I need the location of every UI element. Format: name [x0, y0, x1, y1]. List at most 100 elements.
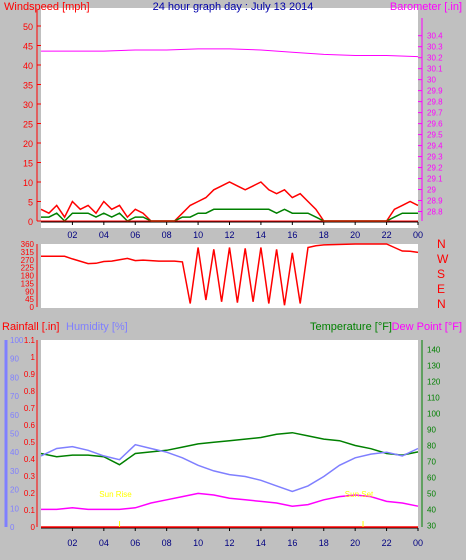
windspeed-tick-label: 10 [23, 178, 33, 188]
temperature-series-line [40, 431, 419, 466]
windspeed-tick-label: 30 [23, 100, 33, 110]
rainfall-tick-label: 0.2 [24, 489, 36, 498]
rainfall-tick-label: 1.1 [24, 336, 36, 345]
barometer-tick-label: 29.4 [427, 142, 443, 151]
rain-temp-x-tick-label: 00 [413, 538, 423, 548]
barometer-tick-label: 29.5 [427, 131, 443, 140]
temperature-tick-label: 100 [427, 410, 441, 419]
rainfall-tick-label: 0 [31, 523, 36, 532]
barometer-tick-label: 30.2 [427, 54, 443, 63]
direction-tick-label: 315 [21, 248, 35, 257]
direction-tick-label: 0 [30, 303, 35, 312]
barometer-tick-label: 30 [427, 76, 436, 85]
humidity-tick-label: 10 [10, 504, 19, 513]
rainfall-tick-label: 0.9 [24, 370, 36, 379]
direction-tick-label: 45 [25, 295, 34, 304]
barometer-tick-label: 29.8 [427, 98, 443, 107]
humidity-tick-label: 80 [10, 373, 19, 382]
wind-x-tick-label: 16 [287, 230, 297, 240]
barometer-tick-label: 29 [427, 186, 436, 195]
windspeed-tick-label: 25 [23, 120, 33, 130]
rainfall-tick-label: 0.3 [24, 472, 36, 481]
wind-x-tick-label: 14 [256, 230, 266, 240]
windspeed-y-axis: 0 5 10 15 20 25 30 35 40 45 50 [23, 10, 41, 227]
wind-x-tick-label: 00 [413, 230, 423, 240]
rain-temp-plot-area [41, 340, 418, 528]
rain-temp-x-axis: 02 04 06 08 10 12 14 16 18 20 22 00 [41, 527, 423, 548]
windspeed-tick-label: 50 [23, 22, 33, 32]
rain-temp-x-tick-label: 20 [350, 538, 360, 548]
rainfall-axis-title: Rainfall [.in] [2, 321, 59, 333]
humidity-tick-label: 0 [10, 523, 15, 532]
barometer-tick-label: 30.4 [427, 32, 443, 41]
wind-x-tick-label: 06 [130, 230, 140, 240]
temperature-tick-label: 60 [427, 473, 436, 482]
compass-label: S [437, 267, 445, 281]
windspeed-axis-title: Windspeed [mph] [4, 1, 90, 13]
rainfall-tick-label: 0.1 [24, 506, 36, 515]
rain-temp-x-tick-label: 12 [224, 538, 234, 548]
average-series-line [41, 208, 418, 223]
barometer-y-axis: 28.8 28.9 29 29.1 29.2 29.3 29.4 29.5 29.6 29.7 29… [418, 18, 443, 221]
barometer-tick-label: 29.3 [427, 153, 443, 162]
windspeed-tick-label: 35 [23, 81, 33, 91]
wind-x-tick-label: 18 [319, 230, 329, 240]
temperature-tick-label: 50 [427, 489, 436, 498]
temperature-tick-label: 130 [427, 362, 441, 371]
direction-series-line [41, 243, 419, 306]
barometer-series-line [41, 48, 419, 58]
compass-label: N [437, 237, 446, 251]
barometer-tick-label: 29.7 [427, 109, 443, 118]
humidity-tick-label: 100 [10, 336, 24, 345]
humidity-tick-label: 70 [10, 392, 19, 401]
temperature-tick-label: 80 [427, 441, 436, 450]
rainfall-tick-label: 0.4 [24, 455, 36, 464]
humidity-y-axis: 0 10 20 30 40 50 60 70 80 90 100 [4, 336, 24, 532]
wind-x-tick-label: 02 [67, 230, 77, 240]
temperature-y-axis: 30 40 50 60 70 80 90 100 110 120 130 140 [421, 340, 441, 530]
humidity-tick-label: 50 [10, 430, 19, 439]
humidity-tick-label: 40 [10, 448, 19, 457]
barometer-tick-label: 28.8 [427, 208, 443, 217]
rain-temp-x-tick-label: 10 [193, 538, 203, 548]
barometer-tick-label: 29.2 [427, 164, 443, 173]
compass-label: E [437, 282, 445, 296]
windspeed-tick-label: 45 [23, 42, 33, 52]
direction-plot-area [41, 244, 418, 308]
barometer-tick-label: 29.9 [427, 87, 443, 96]
direction-tick-label: 225 [21, 264, 35, 273]
direction-series-group [41, 243, 419, 306]
barometer-tick-label: 29.1 [427, 175, 443, 184]
wind-x-tick-label: 22 [382, 230, 392, 240]
gust-series-line [40, 181, 419, 222]
sun-annotations: Sun Rise Sun Set [99, 490, 374, 527]
rain-temp-x-tick-label: 08 [162, 538, 172, 548]
windspeed-tick-label: 20 [23, 139, 33, 149]
barometer-axis-title: Barometer [.in] [390, 1, 462, 13]
rain-temp-x-tick-label: 14 [256, 538, 266, 548]
direction-tick-label: 270 [21, 256, 35, 265]
barometer-tick-label: 30.3 [427, 43, 443, 52]
rainfall-tick-label: 0.5 [24, 438, 36, 447]
windspeed-tick-label: 40 [23, 61, 33, 71]
humidity-axis-title: Humidity [%] [66, 321, 128, 333]
compass-label: W [437, 252, 449, 266]
chart-title: 24 hour graph day : July 13 2014 [153, 1, 314, 13]
rainfall-tick-label: 0.7 [24, 404, 36, 413]
temperature-tick-label: 110 [427, 394, 440, 403]
temperature-tick-label: 140 [427, 346, 441, 355]
dewpoint-series-line [41, 492, 419, 511]
temperature-tick-label: 70 [427, 457, 436, 466]
humidity-tick-label: 30 [10, 467, 19, 476]
temperature-tick-label: 90 [427, 426, 436, 435]
wind-x-tick-label: 20 [350, 230, 360, 240]
temperature-tick-label: 40 [427, 505, 436, 514]
rainfall-tick-label: 1 [31, 353, 36, 362]
rainfall-y-axis: 0 0.1 0.2 0.3 0.4 0.5 0.6 0.7 0.8 0.9 1 1.1 [24, 336, 38, 532]
barometer-tick-label: 30.1 [427, 65, 443, 74]
compass-label: N [437, 297, 446, 311]
windspeed-tick-label: 5 [28, 198, 33, 208]
